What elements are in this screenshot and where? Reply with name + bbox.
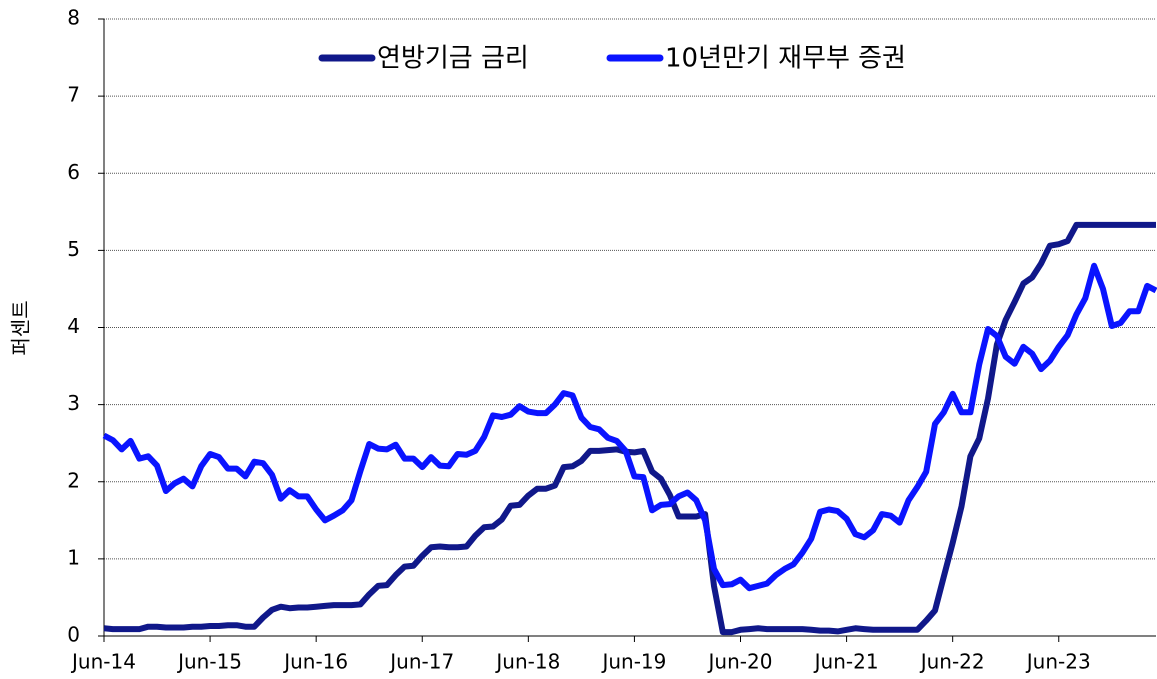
legend-label: 연방기금 금리 <box>377 44 529 74</box>
x-tick-label: Jun-19 <box>600 650 666 674</box>
x-tick-label: Jun-16 <box>282 650 348 674</box>
x-tick-label: Jun-22 <box>919 650 985 674</box>
y-tick-label: 1 <box>67 545 80 569</box>
y-tick-label: 6 <box>67 160 80 184</box>
x-tick-label: Jun-18 <box>494 650 560 674</box>
y-tick-label: 4 <box>67 314 80 338</box>
line-series <box>102 262 1157 592</box>
y-tick-label: 3 <box>67 391 80 415</box>
y-tick-label: 2 <box>67 468 80 492</box>
y-tick-label: 5 <box>67 237 80 261</box>
x-tick-label: Jun-23 <box>1025 650 1091 674</box>
legend: 연방기금 금리 10년만기 재무부 증권 <box>318 44 906 74</box>
x-tick-label: Jun-17 <box>388 650 454 674</box>
legend-label: 10년만기 재무부 증권 <box>665 44 906 74</box>
y-tick-label: 8 <box>67 6 80 30</box>
x-tick-label: Jun-14 <box>70 650 136 674</box>
line-series <box>103 221 1156 636</box>
x-tick-label: Jun-15 <box>176 650 242 674</box>
y-tick-label: 7 <box>67 83 80 107</box>
x-tick-label: Jun-20 <box>707 650 773 674</box>
y-axis-label: 퍼센트 <box>9 300 33 355</box>
y-tick-label: 0 <box>67 623 80 647</box>
x-tick-label: Jun-21 <box>813 650 879 674</box>
